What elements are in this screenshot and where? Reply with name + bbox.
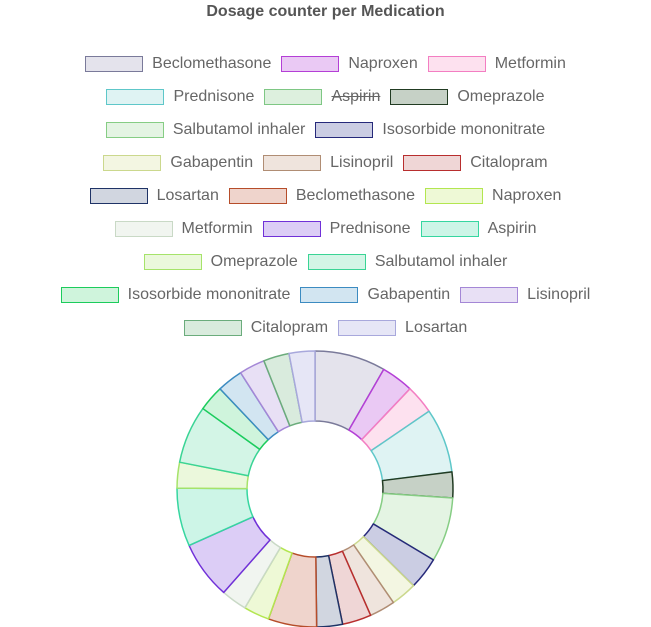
legend-row: Prednisone Aspirin Omeprazole (0, 80, 651, 113)
legend-item[interactable]: Citalopram (183, 318, 329, 337)
legend-item[interactable]: Metformin (114, 219, 253, 238)
legend-swatch (420, 220, 479, 237)
legend-swatch (403, 154, 462, 171)
legend-label: Omeprazole (457, 87, 545, 105)
legend-label: Isosorbide mononitrate (382, 120, 546, 138)
legend-swatch (89, 187, 148, 204)
legend-item[interactable]: Gabapentin (103, 154, 253, 172)
legend-label: Isosorbide mononitrate (127, 285, 291, 303)
legend-item[interactable]: Lisinopril (263, 154, 393, 172)
legend-swatch (114, 220, 173, 237)
legend-swatch (183, 319, 242, 336)
legend-item[interactable]: Naproxen (425, 187, 561, 205)
legend-item[interactable]: Aspirin (264, 88, 380, 106)
legend-item[interactable]: Salbutamol inhaler (105, 120, 306, 139)
legend-swatch (307, 253, 366, 270)
donut-slice[interactable] (288, 350, 316, 423)
legend-item[interactable]: Losartan (338, 319, 467, 337)
legend-label: Salbutamol inhaler (374, 252, 508, 270)
legend-label: Gabapentin (170, 153, 254, 171)
legend-swatch (103, 154, 162, 171)
legend-label: Prednisone (329, 219, 411, 237)
legend-label: Metformin (181, 219, 253, 237)
legend-item[interactable]: Aspirin (420, 219, 537, 238)
legend-swatch (105, 121, 164, 138)
legend-swatch (338, 319, 397, 336)
donut-chart (176, 350, 454, 627)
legend-item[interactable]: Omeprazole (390, 87, 545, 106)
legend-label: Losartan (156, 186, 219, 204)
legend-swatch (60, 286, 119, 303)
legend-item[interactable]: Gabapentin (300, 286, 450, 304)
legend-label: Aspirin (331, 87, 381, 105)
legend-label: Omeprazole (210, 252, 298, 270)
legend-label: Lisinopril (330, 153, 394, 171)
legend-swatch (264, 88, 323, 105)
legend-label: Beclomethasone (152, 54, 272, 72)
legend-item[interactable]: Beclomethasone (85, 55, 271, 73)
legend-row: Salbutamol inhaler Isosorbide mononitrate (0, 113, 651, 146)
legend-swatch (460, 286, 519, 303)
chart-legend: Beclomethasone Naproxen Metformin Prednison… (0, 47, 651, 344)
legend-label: Naproxen (348, 54, 418, 72)
legend-row: Gabapentin Lisinopril Citalopram (0, 146, 651, 179)
legend-swatch (143, 253, 202, 270)
legend-row: Isosorbide mononitrate Gabapentin Lisinopr… (0, 278, 651, 311)
legend-label: Citalopram (250, 318, 329, 336)
legend-label: Lisinopril (527, 285, 591, 303)
legend-swatch (390, 88, 449, 105)
legend-swatch (263, 154, 322, 171)
legend-item[interactable]: Prednisone (106, 88, 254, 106)
legend-item[interactable]: Lisinopril (460, 286, 590, 304)
legend-row: Omeprazole Salbutamol inhaler (0, 245, 651, 278)
legend-label: Prednisone (173, 87, 255, 105)
legend-item[interactable]: Salbutamol inhaler (307, 252, 508, 271)
legend-row: Losartan Beclomethasone Naproxen (0, 179, 651, 212)
legend-swatch (262, 220, 321, 237)
legend-label: Metformin (494, 54, 566, 72)
legend-swatch (315, 121, 374, 138)
legend-label: Aspirin (487, 219, 537, 237)
legend-swatch (425, 187, 484, 204)
legend-row: Beclomethasone Naproxen Metformin (0, 47, 651, 80)
legend-label: Beclomethasone (295, 186, 416, 204)
legend-item[interactable]: Metformin (427, 54, 566, 73)
legend-item[interactable]: Isosorbide mononitrate (315, 121, 545, 139)
legend-item[interactable]: Prednisone (262, 219, 411, 238)
legend-item[interactable]: Losartan (89, 186, 219, 205)
legend-swatch (106, 88, 165, 105)
legend-row: Metformin Prednisone Aspirin (0, 212, 651, 245)
legend-swatch (228, 187, 287, 204)
chart-title: Dosage counter per Medication (206, 3, 445, 20)
legend-swatch (427, 55, 486, 72)
legend-label: Losartan (405, 318, 468, 336)
legend-item[interactable]: Beclomethasone (228, 186, 416, 205)
legend-item[interactable]: Naproxen (281, 54, 418, 73)
legend-label: Salbutamol inhaler (172, 120, 306, 138)
legend-label: Citalopram (470, 153, 548, 171)
legend-label: Gabapentin (367, 285, 451, 303)
legend-swatch (281, 55, 340, 72)
legend-item[interactable]: Isosorbide mononitrate (60, 285, 291, 304)
legend-item[interactable]: Citalopram (403, 153, 548, 172)
legend-swatch (300, 286, 359, 303)
legend-row: Citalopram Losartan (0, 311, 651, 344)
legend-item[interactable]: Omeprazole (143, 252, 298, 271)
legend-label: Naproxen (492, 186, 562, 204)
legend-swatch (85, 55, 144, 72)
